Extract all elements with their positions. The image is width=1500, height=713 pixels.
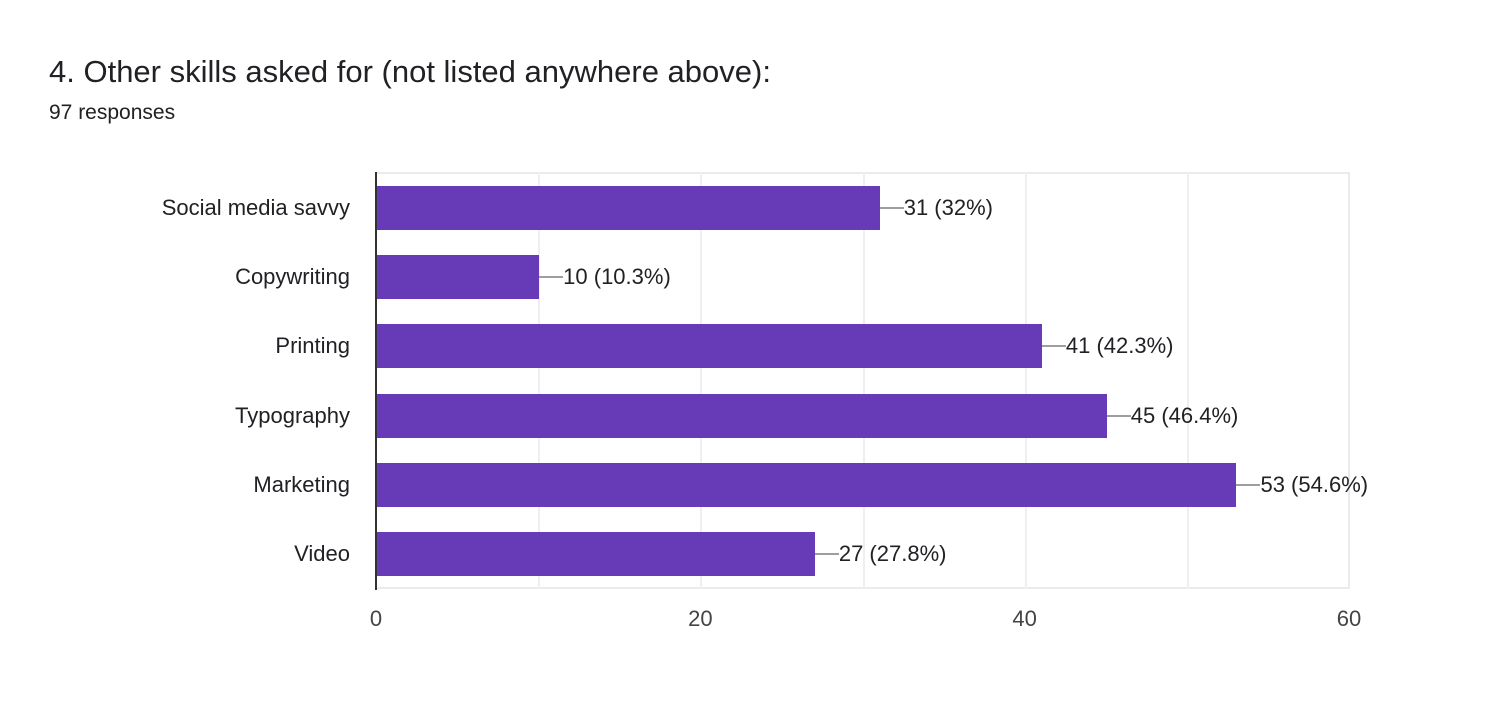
x-tick-label: 20 (688, 606, 713, 631)
x-tick-label: 0 (369, 606, 383, 631)
response-count: 97 responses (49, 101, 176, 124)
category-label: Video (294, 541, 350, 566)
bar (377, 532, 815, 576)
gridline (538, 172, 541, 589)
gridline (700, 172, 703, 589)
gridline (862, 172, 865, 589)
category-label: Marketing (253, 471, 350, 497)
value-label: 45 (46.4%) (1130, 402, 1239, 428)
category-label: Typography (235, 402, 350, 428)
chart-title: 4. Other skills asked for (not listed an… (49, 54, 771, 89)
category-label: Printing (275, 333, 350, 359)
bar (377, 393, 1107, 438)
value-label: 53 (54.6%) (1260, 471, 1369, 497)
bar (377, 462, 1237, 507)
value-leader-line (814, 553, 839, 555)
value-leader-line (539, 276, 564, 279)
value-label: 31 (32%) (903, 195, 993, 220)
value-leader-line (1236, 483, 1261, 486)
x-tick-label: 60 (1336, 606, 1362, 631)
category-label: Copywriting (235, 264, 350, 290)
value-leader-line (879, 207, 904, 209)
value-label: 10 (10.3%) (563, 264, 671, 290)
x-tick-label: 40 (1012, 606, 1037, 631)
value-leader-line (1041, 345, 1066, 348)
bar (377, 186, 880, 230)
bar (377, 255, 540, 300)
gridline (1024, 172, 1027, 589)
category-label: Social media savvy (161, 195, 350, 220)
gridline (1186, 172, 1189, 589)
value-label: 41 (42.3%) (1065, 333, 1174, 359)
value-leader-line (1106, 414, 1131, 417)
bar (377, 324, 1042, 369)
value-label: 27 (27.8%) (838, 541, 947, 566)
y-axis-line (375, 172, 377, 590)
